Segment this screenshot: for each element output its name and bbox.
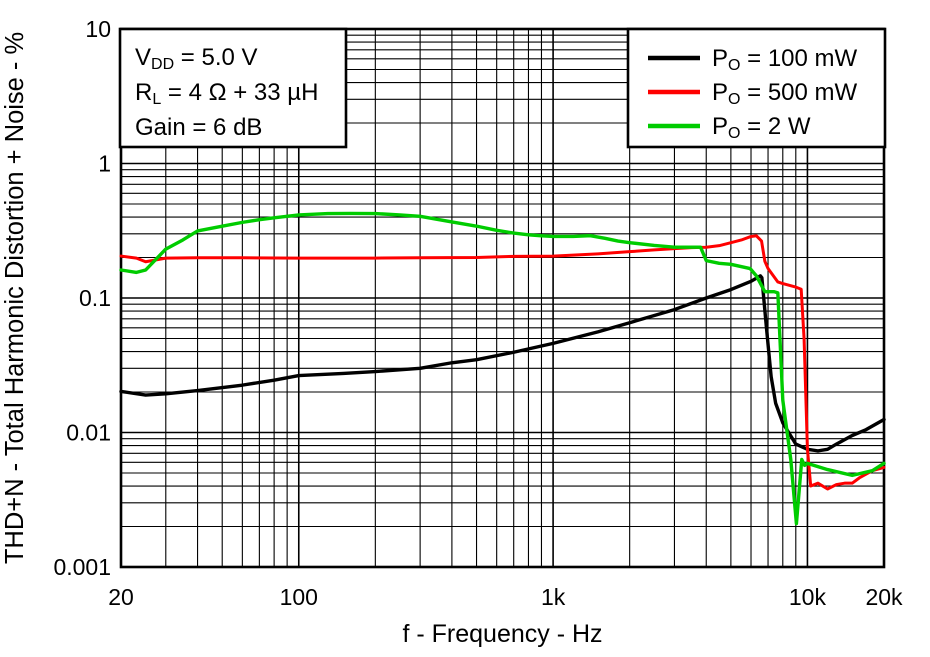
svg-text:10: 10: [85, 16, 111, 42]
svg-text:RL = 4 Ω + 33 µH: RL = 4 Ω + 33 µH: [135, 79, 318, 108]
svg-text:20k: 20k: [865, 584, 903, 610]
svg-text:1: 1: [98, 151, 111, 177]
svg-text:THD+N - Total Harmonic Distort: THD+N - Total Harmonic Distortion + Nois…: [1, 32, 29, 564]
svg-text:0.001: 0.001: [53, 554, 111, 580]
svg-text:1k: 1k: [541, 584, 566, 610]
svg-text:Gain = 6 dB: Gain = 6 dB: [135, 114, 262, 141]
svg-text:PO = 2 W: PO = 2 W: [712, 113, 811, 142]
svg-text:f - Frequency - Hz: f - Frequency - Hz: [402, 620, 602, 648]
svg-text:100: 100: [280, 584, 318, 610]
svg-text:0.01: 0.01: [66, 420, 111, 446]
svg-text:10k: 10k: [789, 584, 827, 610]
svg-text:20: 20: [108, 584, 134, 610]
svg-text:0.1: 0.1: [79, 285, 111, 311]
